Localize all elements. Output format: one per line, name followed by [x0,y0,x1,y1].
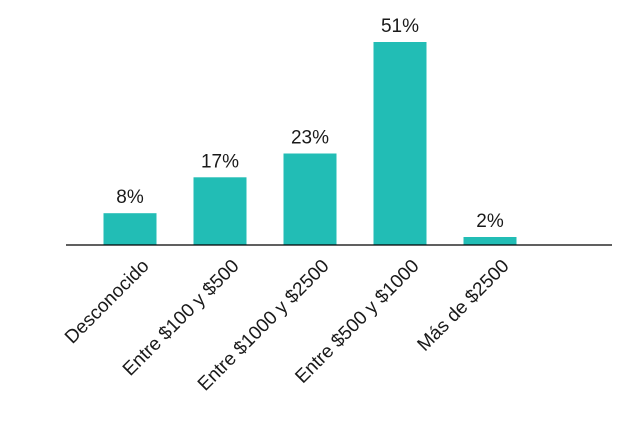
bar-value-label-2: 23% [291,128,329,149]
category-label-4: Más de $2500 [414,256,514,356]
category-label-0: Desconocido [61,256,154,349]
bar-1 [193,177,247,245]
bar-value-label-1: 17% [201,151,239,172]
bar-3 [373,42,427,245]
bar-value-label-3: 51% [381,16,419,37]
bar-value-label-0: 8% [116,187,144,208]
bar-value-label-4: 2% [476,211,504,232]
bar-2 [283,153,337,245]
value-labels-group: 8% 17% 23% 51% 2% [116,16,504,232]
bar-4 [463,237,517,245]
bars-group [103,42,517,245]
bar-0 [103,213,157,245]
